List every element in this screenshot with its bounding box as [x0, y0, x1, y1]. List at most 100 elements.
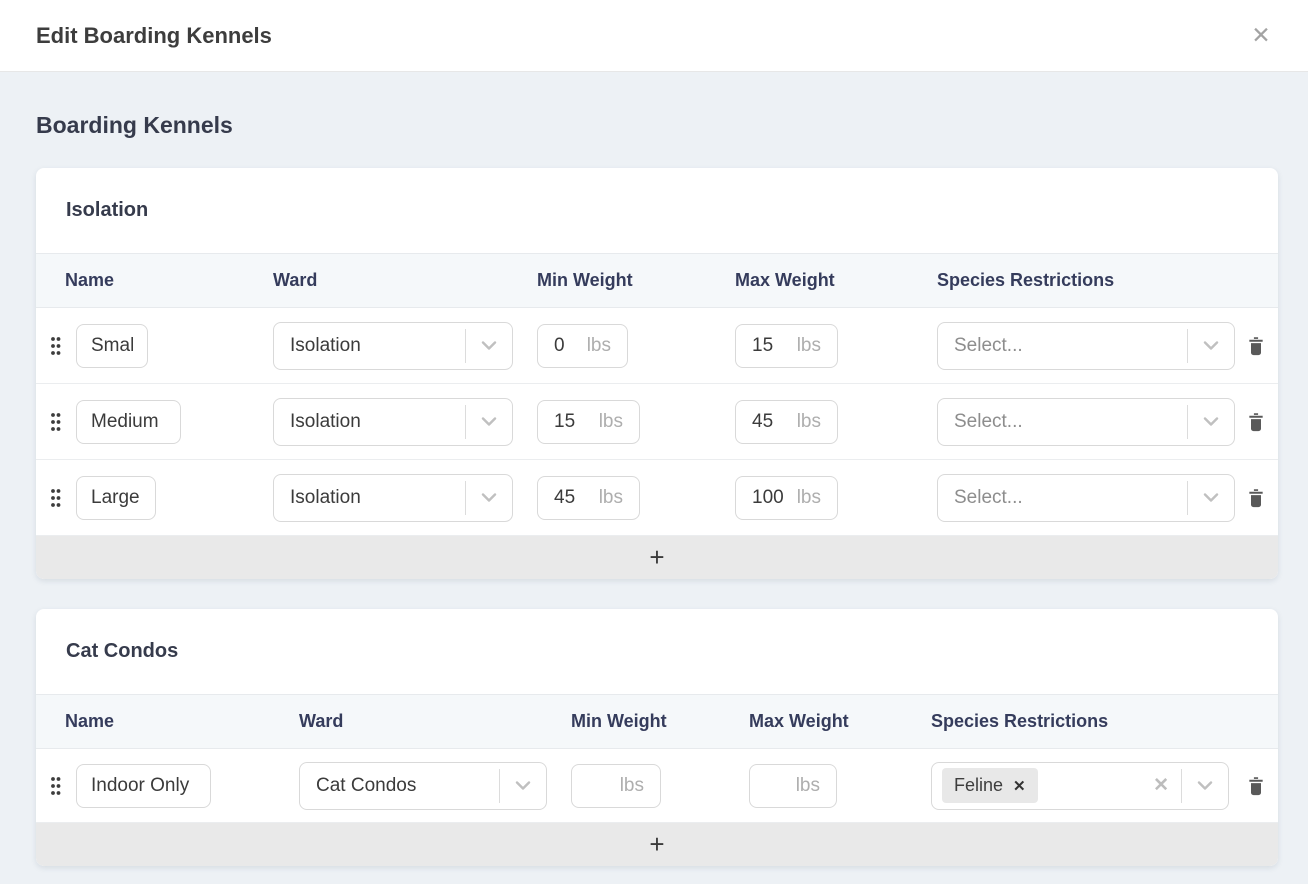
kennel-name-input[interactable] [76, 399, 181, 444]
clear-selection-button[interactable]: ✕ [1153, 775, 1169, 796]
chevron-down-icon [1188, 341, 1234, 350]
max-weight-input[interactable] [752, 334, 787, 357]
trash-icon [1249, 488, 1263, 507]
delete-row-button[interactable] [1246, 775, 1266, 797]
weight-unit-label: lbs [598, 486, 623, 508]
trash-icon [1249, 336, 1263, 355]
max-weight-field[interactable]: lbs [735, 475, 838, 520]
species-restrictions-select[interactable]: Select... [937, 473, 1235, 522]
species-restrictions-select[interactable]: Select... [937, 321, 1235, 370]
max-weight-cell: lbs [735, 399, 937, 444]
chevron-down-icon [500, 781, 546, 790]
ward-cell: Isolation [273, 397, 537, 446]
delete-row-button[interactable] [1246, 411, 1266, 433]
species-cell: Select... [937, 321, 1246, 370]
ward-select-value: Isolation [290, 334, 361, 356]
max-weight-field[interactable]: lbs [749, 763, 837, 808]
ward-select[interactable]: Isolation [273, 473, 513, 522]
kennel-section-cat-condos: Cat Condos Name Ward Min Weight Max Weig… [36, 609, 1278, 866]
ward-select-value: Cat Condos [316, 774, 417, 796]
max-weight-field[interactable]: lbs [735, 399, 838, 444]
kennel-row: Isolation lbs lbs [36, 460, 1278, 536]
max-weight-cell: lbs [735, 323, 937, 368]
column-header-species: Species Restrictions [931, 711, 1109, 731]
drag-handle[interactable] [50, 411, 76, 433]
ward-select[interactable]: Isolation [273, 321, 513, 370]
close-icon: ✕ [1251, 22, 1271, 48]
min-weight-field[interactable]: lbs [537, 475, 640, 520]
modal-body: Boarding Kennels Isolation Name Ward Min… [0, 72, 1308, 884]
table-header-row: Name Ward Min Weight Max Weight Species … [36, 694, 1278, 749]
drag-handle-icon [51, 776, 61, 795]
trash-icon [1249, 776, 1263, 795]
drag-handle[interactable] [50, 775, 76, 797]
species-select-placeholder: Select... [954, 334, 1023, 356]
species-restrictions-select[interactable]: Select... [937, 397, 1235, 446]
ward-select[interactable]: Cat Condos [299, 761, 547, 810]
select-divider [1187, 404, 1188, 439]
weight-unit-label: lbs [796, 486, 821, 508]
min-weight-input[interactable] [554, 334, 577, 357]
column-header-ward: Ward [299, 711, 344, 731]
plus-icon: + [649, 829, 665, 859]
trash-icon [1249, 412, 1263, 431]
weight-unit-label: lbs [796, 410, 821, 432]
max-weight-cell: lbs [735, 475, 937, 520]
name-cell [76, 763, 299, 808]
species-select-placeholder: Select... [954, 410, 1023, 432]
ward-select[interactable]: Isolation [273, 397, 513, 446]
drag-handle[interactable] [50, 487, 76, 509]
chevron-down-icon [1188, 417, 1234, 426]
select-divider [465, 328, 466, 363]
kennel-name-input[interactable] [76, 323, 148, 368]
species-cell: Select... [937, 397, 1246, 446]
add-kennel-button[interactable]: + [36, 536, 1278, 579]
add-kennel-button[interactable]: + [36, 823, 1278, 866]
plus-icon: + [649, 542, 665, 572]
chevron-down-icon [466, 493, 512, 502]
max-weight-field[interactable]: lbs [735, 323, 838, 368]
drag-handle[interactable] [50, 335, 76, 357]
drag-handle-icon [51, 412, 61, 431]
name-cell [76, 475, 273, 520]
chip-remove-button[interactable]: ✕ [1013, 777, 1026, 795]
min-weight-field[interactable]: lbs [537, 399, 640, 444]
select-divider [1187, 480, 1188, 515]
kennel-name-input[interactable] [76, 763, 211, 808]
kennel-row: Cat Condos lbs lbs [36, 749, 1278, 823]
min-weight-cell: lbs [537, 399, 735, 444]
min-weight-cell: lbs [537, 323, 735, 368]
name-cell [76, 399, 273, 444]
max-weight-input[interactable] [766, 774, 786, 797]
species-restrictions-multiselect[interactable]: Feline ✕ ✕ [931, 761, 1229, 810]
delete-row-button[interactable] [1246, 487, 1266, 509]
ward-select-value: Isolation [290, 486, 361, 508]
column-header-max-weight: Max Weight [749, 711, 849, 731]
close-button[interactable]: ✕ [1244, 19, 1278, 53]
kennel-name-input[interactable] [76, 475, 156, 520]
species-cell: Feline ✕ ✕ [931, 761, 1246, 810]
ward-cell: Cat Condos [299, 761, 571, 810]
select-divider [1181, 768, 1182, 803]
ward-cell: Isolation [273, 473, 537, 522]
species-chip: Feline ✕ [942, 768, 1038, 803]
column-header-species: Species Restrictions [937, 270, 1115, 290]
modal-header: Edit Boarding Kennels ✕ [0, 0, 1308, 72]
column-header-name: Name [65, 711, 115, 731]
max-weight-input[interactable] [752, 486, 787, 509]
column-header-max-weight: Max Weight [735, 270, 835, 290]
chevron-down-icon [466, 341, 512, 350]
page-title: Boarding Kennels [36, 112, 233, 138]
section-title: Cat Condos [66, 640, 179, 662]
min-weight-field[interactable]: lbs [537, 323, 628, 368]
min-weight-input[interactable] [554, 410, 589, 433]
weight-unit-label: lbs [796, 334, 821, 356]
delete-row-button[interactable] [1246, 335, 1266, 357]
select-divider [465, 480, 466, 515]
min-weight-field[interactable]: lbs [571, 763, 661, 808]
column-header-name: Name [65, 270, 115, 290]
drag-handle-icon [51, 488, 61, 507]
min-weight-input[interactable] [588, 774, 610, 797]
max-weight-input[interactable] [752, 410, 787, 433]
min-weight-input[interactable] [554, 486, 589, 509]
